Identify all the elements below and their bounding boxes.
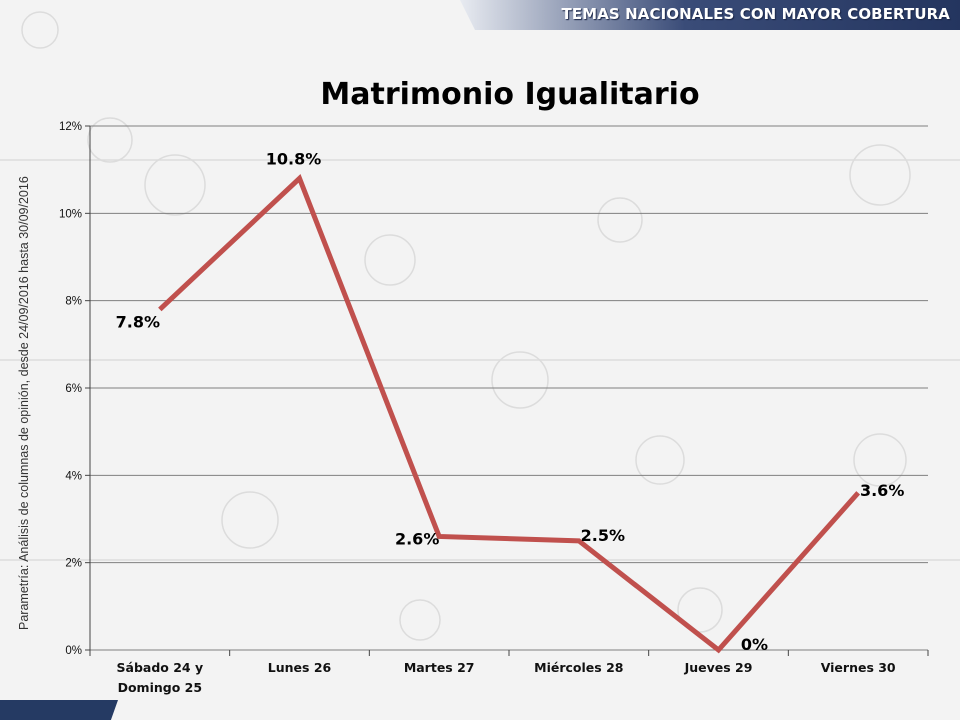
y-tick-label: 0% <box>65 645 82 657</box>
x-category-label: Lunes 26 <box>268 660 332 675</box>
data-label: 10.8% <box>266 149 322 168</box>
y-tick-label: 4% <box>65 470 82 482</box>
y-tick-label: 12% <box>59 121 82 133</box>
y-tick-label: 6% <box>65 383 82 395</box>
data-label: 2.5% <box>581 526 625 545</box>
x-category-label: Martes 27 <box>404 660 475 675</box>
series-line-path <box>158 174 861 654</box>
data-label: 3.6% <box>860 481 904 500</box>
x-category-label: Sábado 24 y Domingo 25 <box>117 660 204 695</box>
y-tick-label: 2% <box>65 558 82 570</box>
header-title: TEMAS NACIONALES CON MAYOR COBERTURA <box>561 5 950 23</box>
x-axis-categories: Sábado 24 y Domingo 25 Lunes 26 Martes 27 Mi… <box>89 650 929 695</box>
data-labels: 7.8% 10.8% 2.6% 2.5% 0% 3.6% <box>116 149 905 654</box>
series-line <box>158 174 861 654</box>
y-axis-ticks: 0% 2% 4% 6% 8% 10% 12% <box>59 121 90 657</box>
y-tick-label: 10% <box>59 208 82 220</box>
header-band <box>460 0 960 30</box>
side-note: Parametría: Análisis de columnas de opin… <box>17 176 31 630</box>
data-label: 7.8% <box>116 312 160 331</box>
x-category-label: Miércoles 28 <box>534 660 623 675</box>
chart-title: Matrimonio Igualitario <box>320 77 699 112</box>
parametria-logo <box>0 700 118 720</box>
x-category-label: Jueves 29 <box>684 660 753 675</box>
y-tick-label: 8% <box>65 296 82 308</box>
grid-lines <box>89 125 928 651</box>
data-label: 0% <box>741 635 768 654</box>
data-label: 2.6% <box>395 529 439 548</box>
x-category-label: Viernes 30 <box>821 660 896 675</box>
